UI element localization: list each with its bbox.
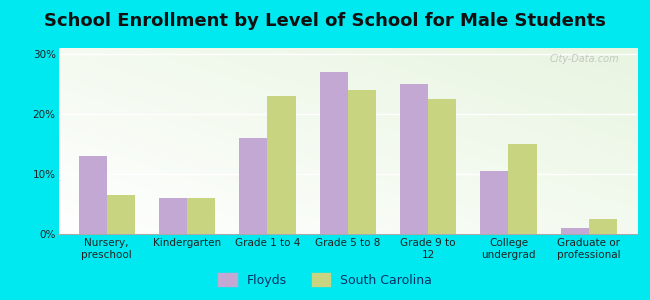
Bar [428,99,456,234]
Bar [589,219,617,234]
Bar [159,198,187,234]
Bar [267,96,296,234]
Bar [508,144,536,234]
Bar [239,138,267,234]
Bar [400,84,428,234]
Bar [187,198,215,234]
Bar [107,195,135,234]
Bar [79,156,107,234]
Legend: Floyds, South Carolina: Floyds, South Carolina [214,270,436,291]
Bar [561,228,589,234]
Text: City-Data.com: City-Data.com [550,54,619,64]
Bar [348,90,376,234]
Bar [320,72,348,234]
Bar [480,171,508,234]
Text: School Enrollment by Level of School for Male Students: School Enrollment by Level of School for… [44,12,606,30]
